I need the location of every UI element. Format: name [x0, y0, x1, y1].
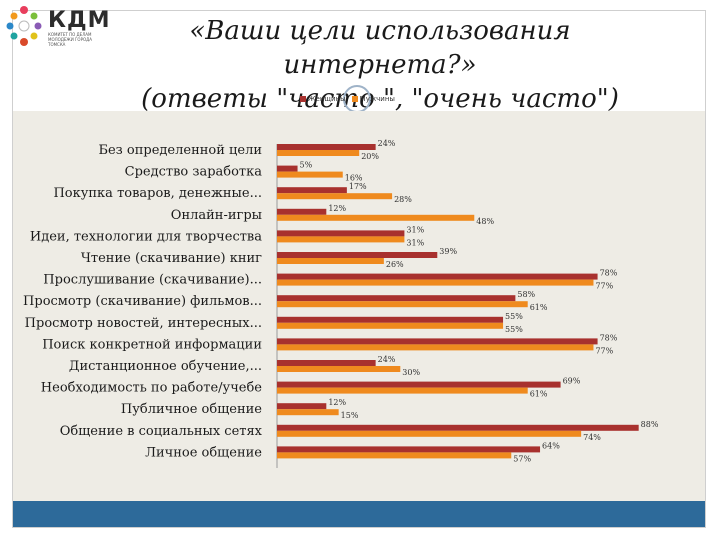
bar-men: [277, 150, 360, 156]
value-label-men: 57%: [513, 454, 531, 463]
bar-men: [277, 236, 405, 243]
bar-men: [277, 322, 504, 329]
category-label: Необходимость по работе/учебе: [41, 381, 263, 396]
category-label: Чтение (скачивание) книг: [81, 251, 262, 266]
bar-women: [277, 338, 598, 345]
value-label-women: 12%: [328, 398, 346, 407]
value-label-women: 78%: [600, 333, 618, 342]
value-label-men: 28%: [394, 195, 412, 204]
category-label: Средство заработка: [125, 165, 263, 180]
value-label-men: 61%: [530, 303, 548, 312]
category-label: Просмотр новостей, интересных...: [25, 316, 262, 331]
value-label-men: 55%: [505, 325, 523, 334]
value-label-women: 5%: [300, 161, 313, 170]
bar-men: [277, 301, 528, 308]
category-label: Поиск конкретной информации: [42, 337, 262, 352]
bar-men: [277, 452, 512, 459]
category-label: Дистанционное обучение,...: [69, 359, 262, 374]
value-label-men: 15%: [341, 411, 359, 420]
bar-women: [277, 295, 516, 302]
bar-men: [277, 258, 384, 264]
legend-item-women: Женщины: [300, 95, 346, 103]
value-label-women: 64%: [542, 441, 560, 450]
legend-label-women: Женщины: [308, 95, 346, 103]
value-label-men: 31%: [406, 238, 424, 247]
category-label: Покупка товаров, денежные...: [53, 186, 262, 201]
value-label-men: 48%: [476, 217, 494, 226]
bar-women: [277, 230, 405, 237]
chart-subtitle: (ответы "часто ", "очень часто"): [141, 84, 619, 114]
slide-frame: [12, 10, 706, 528]
bar-men: [277, 214, 475, 221]
bar-men: [277, 430, 582, 437]
value-label-women: 31%: [406, 225, 424, 234]
value-label-women: 55%: [505, 312, 523, 321]
value-label-men: 77%: [595, 282, 613, 291]
value-label-men: 16%: [345, 174, 363, 183]
value-label-women: 78%: [600, 269, 618, 278]
bar-men: [277, 387, 528, 394]
chart-legend: Женщины Мужчины: [300, 93, 395, 105]
value-label-men: 77%: [595, 346, 613, 355]
bar-women: [277, 381, 561, 388]
bar-women: [277, 208, 327, 215]
chart-title-main: «Ваши цели использования интернета?»: [189, 16, 571, 80]
value-label-women: 17%: [349, 182, 367, 191]
legend-item-men: Мужчины: [351, 95, 395, 103]
value-label-women: 39%: [439, 247, 457, 256]
value-label-men: 30%: [402, 368, 420, 377]
value-label-men: 20%: [361, 152, 379, 161]
value-label-women: 58%: [517, 290, 535, 299]
bar-women: [277, 144, 376, 150]
bar-women: [277, 273, 598, 280]
category-label: Онлайн-игры: [171, 208, 262, 223]
legend-swatch-men: [351, 96, 358, 102]
category-label: Публичное общение: [121, 402, 262, 417]
bar-men: [277, 409, 339, 416]
value-label-women: 88%: [641, 420, 659, 429]
value-label-women: 69%: [563, 377, 581, 386]
value-label-men: 74%: [583, 433, 601, 442]
value-label-women: 24%: [378, 355, 396, 364]
bar-women: [277, 424, 639, 431]
category-label: Личное общение: [145, 445, 262, 460]
legend-swatch-women: [300, 96, 306, 102]
category-label: Просмотр (скачивание) фильмов...: [23, 294, 262, 309]
logo-subtitle: КОМИТЕТ ПО ДЕЛАМ МОЛОДЕЖИ ГОРОДА ТОМСКА: [48, 32, 92, 47]
bar-men: [277, 193, 393, 200]
legend-label-men: Мужчины: [359, 95, 395, 103]
logo: КДМ КОМИТЕТ ПО ДЕЛАМ МОЛОДЕЖИ ГОРОДА ТОМ…: [6, 4, 116, 54]
chart-title: «Ваши цели использования интернета?» (от…: [100, 14, 660, 116]
bar-women: [277, 446, 541, 453]
value-label-men: 61%: [530, 390, 548, 399]
bar-women: [277, 403, 327, 410]
category-label: Общение в социальных сетях: [60, 424, 263, 439]
category-label: Прослушивание (скачивание)...: [43, 273, 262, 288]
logo-mark-icon: [6, 6, 42, 46]
bar-women: [277, 316, 504, 323]
bar-men: [277, 344, 594, 351]
bar-women: [277, 360, 376, 366]
value-label-women: 12%: [328, 204, 346, 213]
footer-bar: [13, 501, 705, 527]
value-label-women: 24%: [378, 139, 396, 148]
bar-women: [277, 252, 438, 258]
category-label: Идеи, технологии для творчества: [30, 229, 262, 244]
value-label-men: 26%: [386, 260, 404, 269]
bar-women: [277, 165, 298, 172]
logo-text: КДМ: [48, 8, 111, 33]
bar-women: [277, 187, 347, 194]
category-label: Без определенной цели: [98, 143, 262, 158]
bar-men: [277, 366, 401, 372]
bar-men: [277, 171, 343, 178]
bar-men: [277, 279, 594, 286]
